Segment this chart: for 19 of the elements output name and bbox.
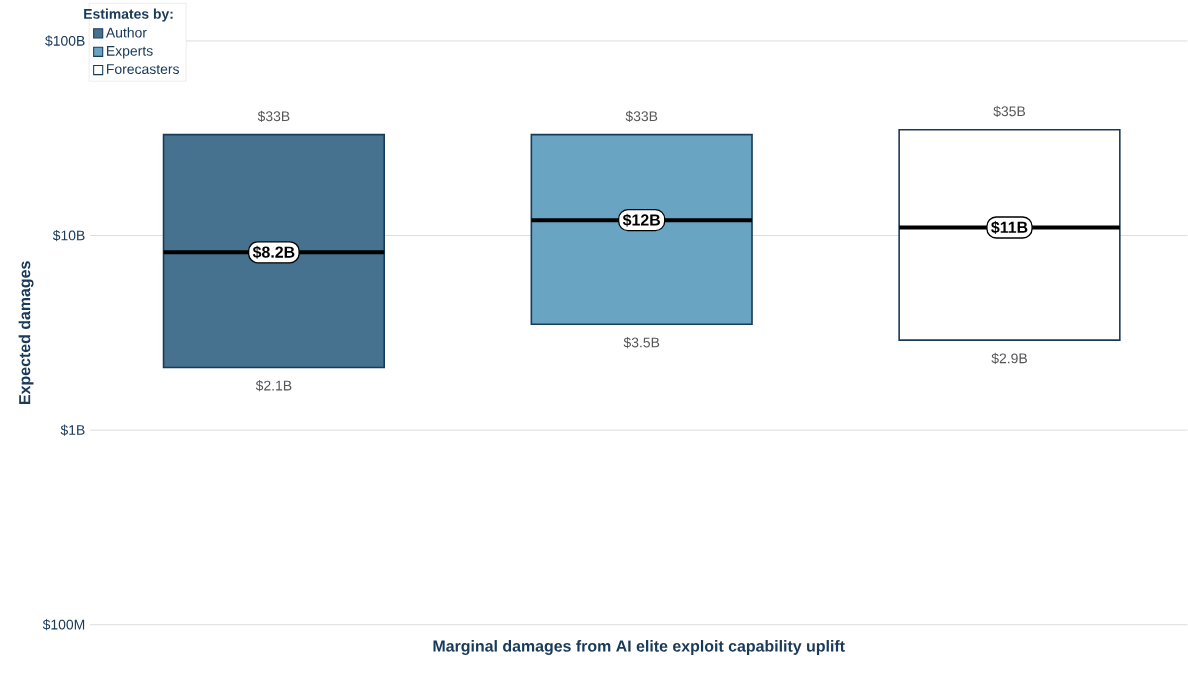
annotation: $33B (257, 110, 290, 123)
annotation: $2.1B (255, 380, 292, 392)
y-tick-label: $1B (60, 424, 85, 436)
annotation: $33B (625, 110, 658, 123)
annotation: $35B (993, 105, 1026, 118)
y-tick-label: $100M (42, 619, 85, 631)
annotation: $8.2B (252, 245, 295, 259)
annotation: $12B (622, 213, 660, 227)
annotation: $2.9B (991, 352, 1027, 365)
legend-label: Experts (107, 46, 153, 59)
annotation: $3.5B (623, 337, 660, 349)
y-tick-label: $100B (45, 35, 85, 47)
x-axis-title: Marginal damages from AI elite exploit capability uplift (433, 640, 845, 656)
y-axis-title: Expected damages (18, 261, 34, 405)
legend-label: Forecasters (107, 64, 179, 75)
legend-label: Author (105, 27, 147, 38)
y-tick-label: $10B (52, 230, 85, 242)
legend-title: Estimates by: (84, 8, 173, 22)
annotation: $11B (991, 221, 1028, 235)
